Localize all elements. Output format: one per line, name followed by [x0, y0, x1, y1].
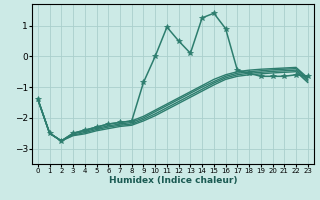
X-axis label: Humidex (Indice chaleur): Humidex (Indice chaleur) — [108, 176, 237, 185]
